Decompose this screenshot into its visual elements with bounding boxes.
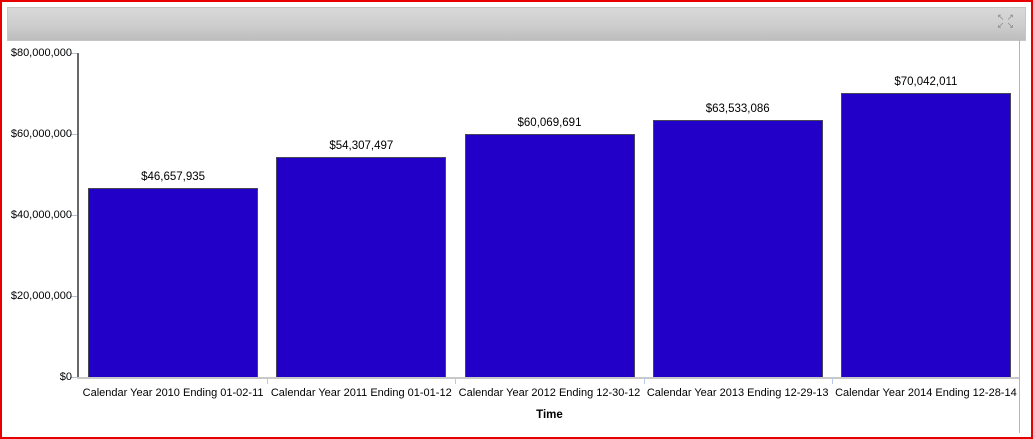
x-axis-tick — [831, 377, 833, 384]
y-axis-tick — [70, 215, 77, 216]
bar-value-label: $46,657,935 — [141, 171, 206, 184]
y-axis-label: $20,000,000 — [10, 290, 72, 302]
x-axis-label: Calendar Year 2014 Ending 12-28-14 — [835, 387, 1017, 399]
x-axis-label: Calendar Year 2012 Ending 12-30-12 — [458, 387, 641, 399]
bar-value-label: $54,307,497 — [329, 140, 394, 153]
y-axis-tick — [70, 53, 77, 54]
y-axis-label: $40,000,000 — [10, 209, 72, 221]
bar[interactable] — [652, 119, 823, 377]
x-axis-tick — [643, 377, 645, 384]
y-axis-tick — [70, 134, 77, 135]
bar[interactable] — [840, 93, 1011, 377]
bar-value-label: $60,069,691 — [517, 116, 582, 129]
x-axis-tick — [267, 377, 269, 384]
y-axis-line — [77, 53, 79, 379]
chart-header-bar: ↖↗ ↙↘ — [7, 7, 1026, 41]
panel-right-edge — [1019, 40, 1020, 433]
y-axis-label: $80,000,000 — [10, 47, 72, 59]
chart-area: $80,000,000 $60,000,000 $40,000,000 $20,000… — [2, 40, 1031, 435]
bar-value-label: $70,042,011 — [894, 76, 958, 89]
x-axis-label: Calendar Year 2011 Ending 01-01-12 — [270, 387, 452, 399]
y-axis-tick — [70, 377, 77, 378]
bar[interactable] — [276, 157, 447, 377]
expand-arrows-icon[interactable]: ↖↗ ↙↘ — [996, 12, 1016, 30]
bar[interactable] — [88, 188, 259, 377]
bar-value-label: $63,533,086 — [705, 102, 770, 115]
x-axis-tick — [455, 377, 457, 384]
y-axis-label: $0 — [59, 371, 72, 383]
y-axis-tick — [70, 296, 77, 297]
bar[interactable] — [464, 133, 635, 377]
x-axis-line — [77, 377, 1020, 379]
x-axis-label: Calendar Year 2013 Ending 12-29-13 — [646, 387, 829, 399]
x-axis-label: Calendar Year 2010 Ending 01-02-11 — [82, 387, 264, 399]
x-axis-title: Time — [536, 409, 563, 421]
y-axis-label: $60,000,000 — [10, 128, 72, 140]
